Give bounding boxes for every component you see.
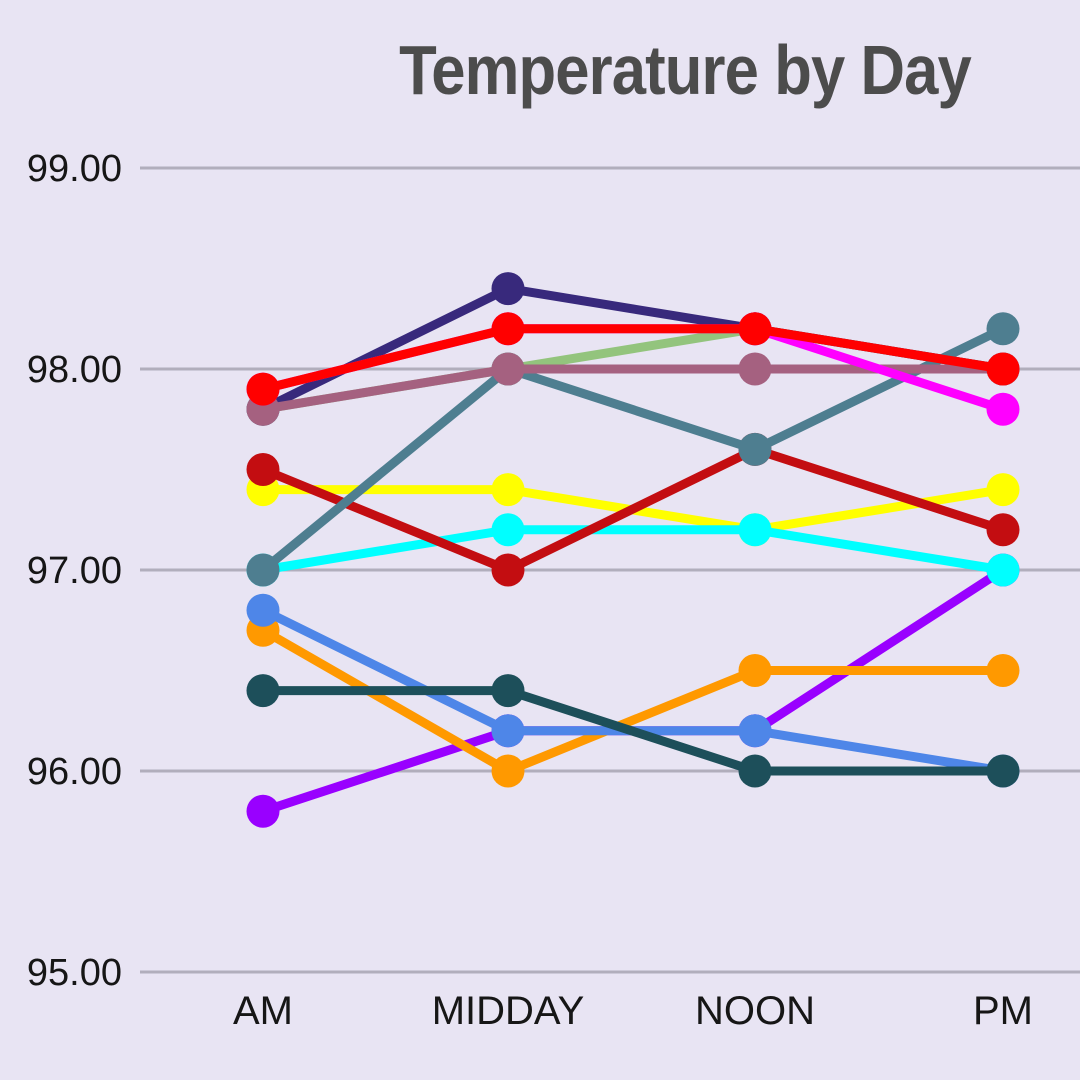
series-line-dark-red [258,444,1008,575]
data-point-cyan [738,513,772,547]
data-point-cornflower-blue [738,714,772,748]
data-point-red [491,312,525,346]
y-axis-tick-label: 99.00 [27,148,122,190]
data-point-dark-red [986,513,1020,547]
x-axis-label: AM [233,989,293,1033]
y-axis-tick-label: 97.00 [27,550,122,592]
data-point-red [738,312,772,346]
data-point-puce [738,352,772,386]
data-point-cornflower-blue [491,714,525,748]
data-point-slate-teal [246,553,280,587]
y-axis-tick-label: 98.00 [27,349,122,391]
series-line-red [258,324,1008,394]
data-point-red [986,352,1020,386]
data-point-dark-teal [738,754,772,788]
x-axis-label: MIDDAY [432,989,585,1033]
data-point-navy [491,272,525,306]
x-axis-label: PM [973,989,1033,1033]
data-point-dark-teal [986,754,1020,788]
data-point-orange [986,654,1020,687]
data-point-slate-teal [738,432,772,466]
data-point-orange [738,654,772,687]
y-axis-tick-label: 96.00 [27,751,122,793]
series-line-slate-teal [258,324,1008,575]
data-point-slate-teal [986,312,1020,346]
y-axis-tick-label: 95.00 [27,952,122,994]
data-point-purple [246,794,280,828]
data-point-yellow [986,473,1020,507]
series-line-dark-teal [258,686,1008,776]
chart-title: Temperature by Day [399,31,972,109]
data-point-dark-red [246,453,280,486]
data-point-cyan [986,553,1020,587]
data-point-orange [491,754,525,788]
series-line-cyan [258,525,1008,575]
data-point-yellow [491,473,525,507]
data-point-puce [491,352,525,386]
data-point-dark-red [491,553,525,587]
data-point-cornflower-blue [246,593,280,627]
data-point-red [246,372,280,406]
series-line-orange [258,625,1008,776]
x-axis-label: NOON [695,989,815,1033]
data-point-magenta [986,392,1020,426]
data-point-cyan [491,513,525,547]
data-point-dark-teal [246,674,280,708]
data-point-dark-teal [491,674,525,708]
